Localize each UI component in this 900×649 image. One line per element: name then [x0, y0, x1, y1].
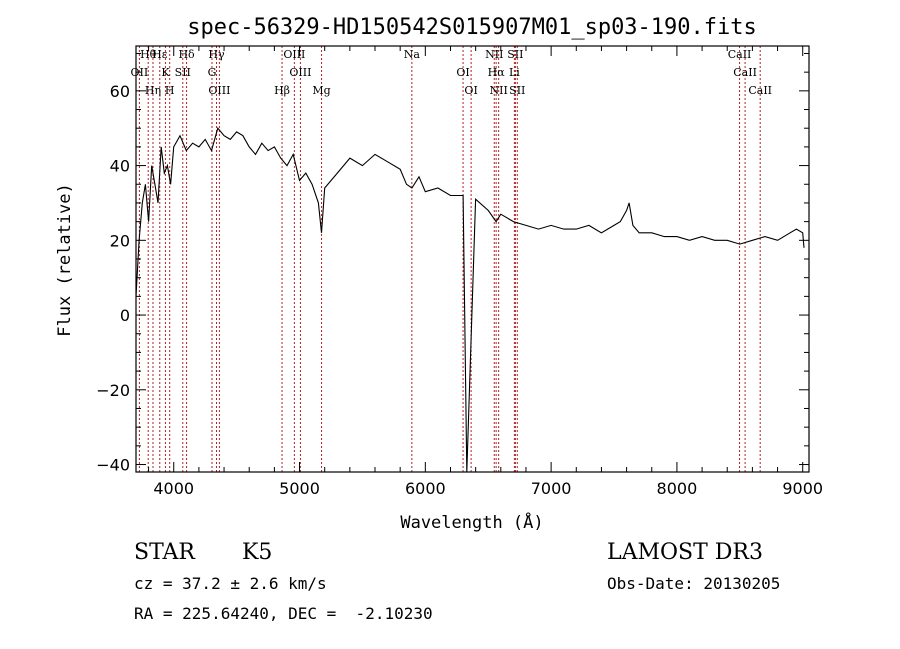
line-label: Hε [152, 48, 168, 61]
line-label: CaII [733, 66, 757, 79]
line-label: Hθ [140, 48, 157, 61]
y-tick-label: 40 [110, 157, 130, 176]
plot-frame [135, 45, 810, 473]
x-axis: 4000 5000 6000 7000 8000 9000 [148, 46, 823, 498]
line-labels: HθOIIHηHεKHHδSIIOIIIHγGHβOIIIOIIIMgNaOIO… [131, 48, 772, 97]
x-axis-label: Wavelength (Å) [400, 511, 543, 533]
redshift-value: cz = 37.2 ± 2.6 km/s [134, 574, 327, 593]
line-label: CaII [748, 84, 772, 97]
line-label: H [165, 84, 175, 97]
coordinates: RA = 225.64240, DEC = -2.10230 [134, 604, 433, 623]
line-label: Li [509, 66, 520, 79]
line-label: SII [507, 48, 523, 61]
x-tick-label: 9000 [782, 479, 823, 498]
line-label: Mg [312, 84, 330, 97]
y-tick-label: 20 [110, 231, 130, 250]
line-label: OIII [208, 84, 230, 97]
line-label: K [161, 66, 170, 79]
line-label: Hγ [208, 48, 225, 61]
line-label: Hη [145, 84, 161, 97]
emission-lines [138, 46, 761, 472]
x-tick-label: 6000 [405, 479, 446, 498]
y-tick-label: 60 [110, 82, 130, 101]
line-label: OIII [283, 48, 305, 61]
x-tick-label: 8000 [657, 479, 698, 498]
line-label: SII [175, 66, 191, 79]
survey-name: LAMOST DR3 [607, 540, 763, 565]
x-tick-label: 7000 [531, 479, 572, 498]
line-label: Na [404, 48, 421, 61]
line-label: OI [464, 84, 477, 97]
object-subclass: K5 [242, 540, 273, 565]
line-label: NII [490, 84, 508, 97]
obs-date: Obs-Date: 20130205 [607, 574, 781, 593]
line-label: OIII [289, 66, 311, 79]
spectrum-line [135, 127, 805, 473]
chart-title: spec-56329-HD150542S015907M01_sp03-190.f… [187, 15, 757, 40]
y-axis: −40 −20 0 20 40 60 [96, 52, 809, 475]
line-label: G [208, 66, 217, 79]
x-tick-label: 5000 [279, 479, 320, 498]
y-axis-label: Flux (relative) [55, 183, 75, 337]
line-label: OI [456, 66, 469, 79]
line-label: CaII [728, 48, 752, 61]
object-class: STAR [134, 540, 195, 565]
line-label: NII [485, 48, 503, 61]
line-label: SII [509, 84, 525, 97]
x-tick-label: 4000 [153, 479, 194, 498]
y-tick-label: −20 [96, 381, 130, 400]
line-label: Hδ [178, 48, 195, 61]
y-tick-label: −40 [96, 456, 130, 475]
y-tick-label: 0 [120, 306, 130, 325]
line-label: Hβ [274, 84, 290, 97]
line-label: Hα [488, 66, 506, 79]
